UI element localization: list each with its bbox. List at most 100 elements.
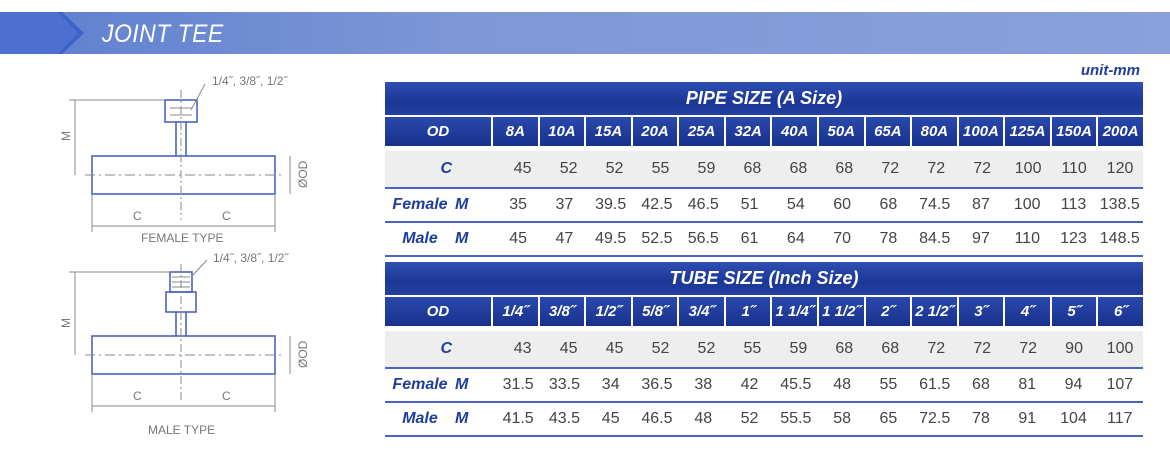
value-cell: 36.5 <box>641 376 673 393</box>
female-od-label: ØOD <box>296 160 310 188</box>
female-c-label-right: C <box>222 209 231 223</box>
value-cell: 138.5 <box>1099 196 1140 213</box>
value-cell: 100 <box>1014 160 1042 177</box>
value-cell: 72 <box>881 160 900 177</box>
value-cell: 41.5 <box>502 410 534 427</box>
value-cell: 55 <box>651 160 670 177</box>
value-cell: 61 <box>740 230 759 247</box>
male-label-group: Male M <box>385 410 495 428</box>
value-cell: 33.5 <box>548 376 580 393</box>
value-cell: 55 <box>879 376 898 393</box>
value-cell: 35 <box>509 196 528 213</box>
value-cell: 64 <box>786 230 805 247</box>
size-header-cell: 40A <box>772 117 817 146</box>
female-type-label: FEMALE TYPE <box>141 231 223 245</box>
page-title: JOINT TEE <box>102 20 224 48</box>
value-cell: 107 <box>1106 376 1134 393</box>
value-cell: 48 <box>833 376 851 393</box>
value-cell: 60 <box>833 196 851 213</box>
female-label-group: Female M <box>385 376 495 394</box>
c-label: C <box>440 160 453 177</box>
value-cell: 110 <box>1061 160 1087 177</box>
pipe-size-table: PIPE SIZE (A Size) OD 8A 10A 15A 20A 25A 32A 4… <box>385 82 1143 257</box>
m-label: M <box>455 230 469 247</box>
tube-c-row: C 43 45 45 52 52 55 59 68 68 72 72 72 90 100 <box>385 331 1143 369</box>
value-cell: 100 <box>1106 340 1134 357</box>
tube-female-row: Female M 31.5 33.5 34 36.5 38 42 45.5 48 55 61.5 6… <box>385 369 1143 403</box>
value-cell: 59 <box>697 160 716 177</box>
size-header-cell: 3˝ <box>958 297 1004 326</box>
size-header-cell: 1/2˝ <box>586 297 631 326</box>
size-header-cell: 8A <box>493 117 538 146</box>
od-header: OD <box>385 117 492 146</box>
size-header-cell: 1/4˝ <box>493 297 538 326</box>
female-c-label-left: C <box>133 209 142 223</box>
size-header-cell: 100A <box>958 117 1004 146</box>
size-header-cell: 3/8˝ <box>539 297 585 326</box>
value-cell: 110 <box>1014 230 1040 247</box>
value-cell: 104 <box>1060 410 1087 427</box>
size-header-cell: 15A <box>586 117 631 146</box>
value-cell: 48 <box>694 410 713 427</box>
value-cell: 61.5 <box>919 376 951 393</box>
male-c-label-left: C <box>133 389 142 403</box>
value-cell: 94 <box>1064 376 1083 393</box>
value-cell: 51 <box>740 196 759 213</box>
c-label: C <box>440 340 453 357</box>
value-cell: 72 <box>927 340 946 357</box>
female-label: Female <box>392 196 448 213</box>
value-cell: 91 <box>1018 410 1037 427</box>
value-cell: 38 <box>694 376 713 393</box>
tube-table-title: TUBE SIZE (Inch Size) <box>385 262 1143 295</box>
male-tee-drawing <box>69 259 291 412</box>
size-header-cell: 3/4˝ <box>679 297 724 326</box>
value-cell: 37 <box>555 196 574 213</box>
m-label: M <box>455 376 469 393</box>
value-cell: 52 <box>605 160 624 177</box>
value-cell: 74.5 <box>919 196 951 213</box>
od-header: OD <box>385 297 492 326</box>
pipe-male-row: Male M 45 47 49.5 52.5 56.5 61 64 70 78 84.5 97 110… <box>385 223 1143 257</box>
size-header-cell: 2˝ <box>865 297 911 326</box>
size-header-cell: 4˝ <box>1005 297 1050 326</box>
male-m-label: M <box>59 318 73 328</box>
male-label: Male <box>402 410 438 427</box>
unit-label: unit-mm <box>1080 62 1140 79</box>
value-cell: 52 <box>697 340 716 357</box>
value-cell: 113 <box>1060 196 1087 213</box>
value-cell: 68 <box>972 376 990 393</box>
pipe-table-title: PIPE SIZE (A Size) <box>385 82 1143 115</box>
value-cell: 39.5 <box>595 196 627 213</box>
title-banner <box>0 12 1170 54</box>
value-cell: 52.5 <box>641 230 673 247</box>
value-cell: 43.5 <box>548 410 580 427</box>
value-cell: 72 <box>927 160 946 177</box>
value-cell: 65 <box>879 410 898 427</box>
size-header-cell: 1 1/2˝ <box>818 297 864 326</box>
value-cell: 78 <box>879 230 898 247</box>
male-label: Male <box>402 230 438 247</box>
pipe-c-row: C 45 52 52 55 59 68 68 68 72 72 72 100 110 120 <box>385 151 1143 189</box>
value-cell: 52 <box>651 340 670 357</box>
value-cell: 72 <box>973 160 992 177</box>
size-header-cell: 25A <box>679 117 724 146</box>
tube-header-row: OD 1/4˝ 3/8˝ 1/2˝ 5/8˝ 3/4˝ 1˝ 1 1/4˝ 1 1/2˝ 2˝ 2… <box>385 297 1143 326</box>
size-header-cell: 1 1/4˝ <box>772 297 817 326</box>
chevron-right-icon <box>0 12 84 54</box>
value-cell: 68 <box>879 196 898 213</box>
pipe-header-row: OD 8A 10A 15A 20A 25A 32A 40A 50A 65A 80A 100A 125A… <box>385 117 1143 146</box>
size-header-cell: 1˝ <box>725 297 771 326</box>
value-cell: 78 <box>972 410 990 427</box>
size-header-cell: 20A <box>632 117 678 146</box>
value-cell: 42 <box>740 376 759 393</box>
size-header-cell: 150A <box>1051 117 1097 146</box>
size-header-cell: 5/8˝ <box>632 297 678 326</box>
value-cell: 87 <box>972 196 990 213</box>
value-cell: 49.5 <box>595 230 627 247</box>
value-cell: 68 <box>881 340 900 357</box>
male-od-label: ØOD <box>296 340 310 368</box>
value-cell: 45 <box>509 230 528 247</box>
value-cell: 34 <box>601 376 620 393</box>
male-thread-label: 1/4˝, 3/8˝, 1/2˝ <box>213 251 289 265</box>
size-header-cell: 2 1/2˝ <box>912 297 957 326</box>
